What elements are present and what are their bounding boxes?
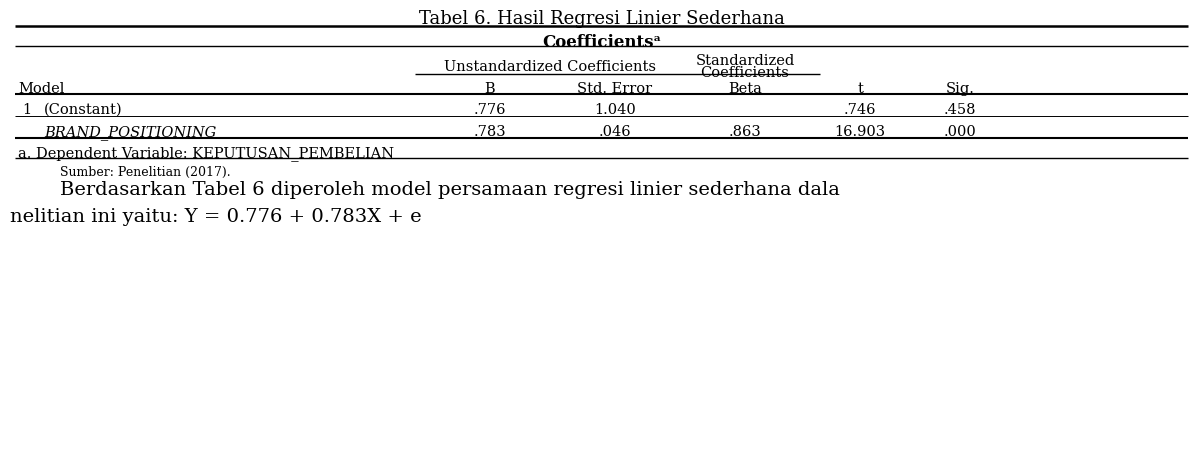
Text: Berdasarkan Tabel 6 diperoleh model persamaan regresi linier sederhana dala: Berdasarkan Tabel 6 diperoleh model pers… — [60, 181, 840, 199]
Text: Unstandardized Coefficients: Unstandardized Coefficients — [444, 60, 656, 74]
Text: nelitian ini yaitu: Y = 0.776 + 0.783X + e: nelitian ini yaitu: Y = 0.776 + 0.783X +… — [10, 208, 421, 226]
Text: 1.040: 1.040 — [594, 103, 636, 117]
Text: (Constant): (Constant) — [45, 103, 123, 117]
Text: t: t — [857, 82, 863, 96]
Text: .458: .458 — [943, 103, 977, 117]
Text: .000: .000 — [943, 125, 977, 139]
Text: Sumber: Penelitian (2017).: Sumber: Penelitian (2017). — [60, 166, 231, 179]
Text: Std. Error: Std. Error — [577, 82, 652, 96]
Text: .046: .046 — [599, 125, 632, 139]
Text: .746: .746 — [843, 103, 876, 117]
Text: BRAND_POSITIONING: BRAND_POSITIONING — [45, 125, 217, 140]
Text: B: B — [485, 82, 496, 96]
Text: 16.903: 16.903 — [835, 125, 885, 139]
Text: Beta: Beta — [728, 82, 761, 96]
Text: Sig.: Sig. — [946, 82, 974, 96]
Text: .776: .776 — [474, 103, 506, 117]
Text: 1: 1 — [22, 103, 31, 117]
Text: a. Dependent Variable: KEPUTUSAN_PEMBELIAN: a. Dependent Variable: KEPUTUSAN_PEMBELI… — [18, 146, 395, 161]
Text: Coefficientsᵃ: Coefficientsᵃ — [541, 34, 662, 51]
Text: .783: .783 — [474, 125, 506, 139]
Text: .863: .863 — [729, 125, 761, 139]
Text: Model: Model — [18, 82, 65, 96]
Text: Coefficients: Coefficients — [700, 66, 789, 80]
Text: Tabel 6. Hasil Regresi Linier Sederhana: Tabel 6. Hasil Regresi Linier Sederhana — [419, 10, 784, 28]
Text: Standardized: Standardized — [695, 54, 795, 68]
